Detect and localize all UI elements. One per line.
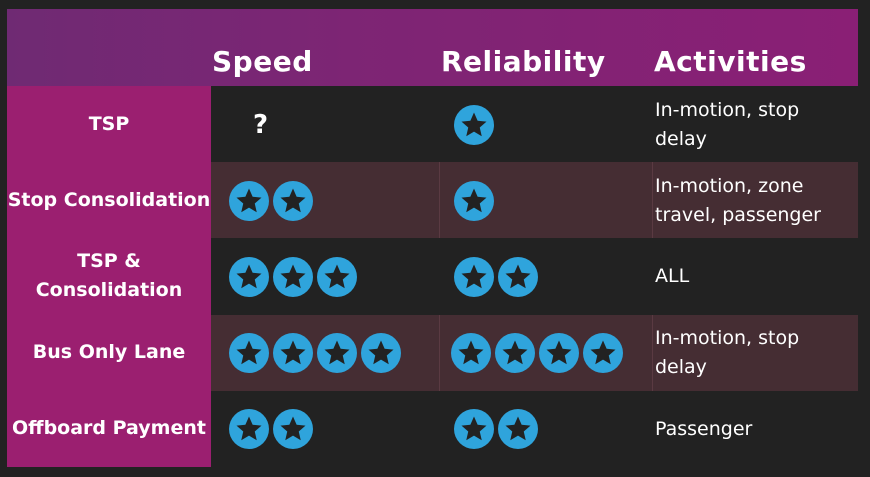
speed-cell: ? xyxy=(229,86,268,163)
star-icon xyxy=(273,180,313,221)
star-icon xyxy=(454,256,494,297)
speed-rating xyxy=(229,256,357,297)
column-divider xyxy=(439,314,440,392)
table-header: Speed Reliability Activities xyxy=(7,9,858,86)
star-icon xyxy=(498,409,538,450)
star-icon xyxy=(583,333,623,374)
reliability-rating xyxy=(454,256,538,297)
speed-rating xyxy=(229,409,313,450)
reliability-cell xyxy=(454,391,538,468)
star-icon xyxy=(454,104,494,145)
activities-text: Passenger xyxy=(655,417,753,440)
column-divider xyxy=(652,314,653,392)
activities-cell: In-motion, zone travel, passenger xyxy=(655,162,821,239)
activities-cell: In-motion, stop delay xyxy=(655,315,799,392)
comparison-table: Speed Reliability Activities TSP? In-moti… xyxy=(7,9,858,468)
activities-text: In-motion, stop delay xyxy=(655,98,800,150)
column-divider xyxy=(652,162,653,240)
activities-text: In-motion, stop delay xyxy=(655,327,800,379)
speed-rating xyxy=(229,180,313,221)
reliability-rating xyxy=(454,180,494,221)
star-icon xyxy=(273,256,313,297)
row-label: Offboard Payment xyxy=(12,417,206,440)
speed-cell xyxy=(229,162,313,239)
reliability-cell xyxy=(454,162,494,239)
star-icon xyxy=(229,333,269,374)
row-label: Bus Only Lane xyxy=(32,341,186,364)
reliability-rating xyxy=(451,333,623,374)
reliability-rating xyxy=(454,409,538,450)
star-icon xyxy=(539,333,579,374)
table-row: In-motion, stop delay xyxy=(211,314,858,392)
table-row: ALL xyxy=(211,238,858,316)
column-divider xyxy=(439,162,440,240)
speed-rating xyxy=(229,333,401,374)
speed-unknown: ? xyxy=(253,109,269,140)
row-label: TSP & Consolidation xyxy=(35,250,183,302)
table-row: In-motion, zone travel, passenger xyxy=(211,162,858,240)
star-icon xyxy=(451,333,491,374)
speed-cell xyxy=(229,391,313,468)
activities-cell: ALL xyxy=(655,238,689,315)
activities-cell: Passenger xyxy=(655,391,752,468)
star-icon xyxy=(361,333,401,374)
row-label: TSP xyxy=(88,112,130,135)
speed-cell xyxy=(229,315,401,392)
star-icon xyxy=(229,409,269,450)
reliability-cell xyxy=(454,86,494,163)
star-icon xyxy=(495,333,535,374)
row-label: Stop Consolidation xyxy=(7,188,211,211)
header-speed: Speed xyxy=(212,45,313,78)
reliability-cell xyxy=(451,315,623,392)
star-icon xyxy=(454,180,494,221)
star-icon xyxy=(317,256,357,297)
header-reliability: Reliability xyxy=(441,45,606,78)
table-row: Passenger xyxy=(211,390,858,468)
star-icon xyxy=(498,256,538,297)
star-icon xyxy=(229,180,269,221)
star-icon xyxy=(273,333,313,374)
star-icon xyxy=(229,256,269,297)
activities-text: In-motion, zone travel, passenger xyxy=(655,174,821,226)
speed-cell xyxy=(229,238,357,315)
header-activities: Activities xyxy=(654,45,807,78)
reliability-cell xyxy=(454,238,538,315)
star-icon xyxy=(273,409,313,450)
activities-cell: In-motion, stop delay xyxy=(655,86,799,163)
row-label-column xyxy=(7,86,211,467)
table-row: ? In-motion, stop delay xyxy=(211,86,858,163)
activities-text: ALL xyxy=(655,265,690,288)
reliability-rating xyxy=(454,104,494,145)
star-icon xyxy=(454,409,494,450)
star-icon xyxy=(317,333,357,374)
